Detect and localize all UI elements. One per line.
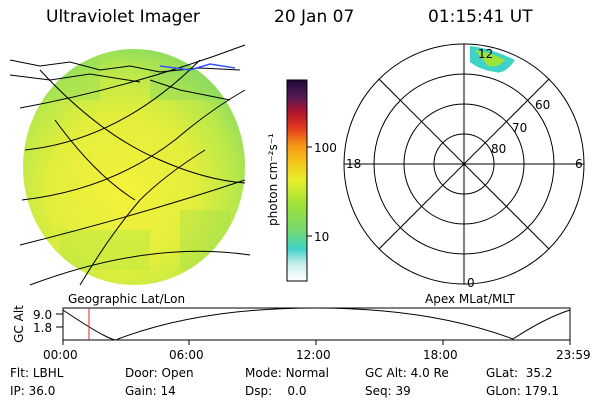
- date-readout: 20 Jan 07: [274, 7, 355, 27]
- left-panel-caption: Geographic Lat/Lon: [68, 292, 186, 306]
- info-ip: IP: 36.0: [10, 384, 56, 398]
- info-flt: Flt: LBHL: [10, 366, 64, 380]
- colorbar: [286, 79, 312, 282]
- altitude-xtick-1: 06:00: [169, 348, 204, 362]
- altitude-plot: [56, 307, 571, 345]
- info-door: Door: Open: [125, 366, 194, 380]
- colorbar-tick-100: 100: [314, 141, 337, 155]
- info-dsp: Dsp: 0.0: [245, 384, 307, 398]
- info-glat: GLat: 35.2: [486, 366, 553, 380]
- colorbar-tick-10: 10: [314, 230, 330, 244]
- info-gc-alt: GC Alt: 4.0 Re: [365, 366, 449, 380]
- mlt-label-0: 0: [467, 276, 475, 290]
- altitude-xtick-4: 23:59: [556, 348, 591, 362]
- geographic-image: [9, 44, 251, 286]
- info-gain: Gain: 14: [125, 384, 176, 398]
- lat-label-60: 60: [535, 98, 551, 112]
- altitude-ylabel: GC Alt: [12, 305, 26, 343]
- coastline: [159, 63, 236, 71]
- altitude-ytick-9: 9.0: [33, 308, 53, 322]
- time-readout: 01:15:41 UT: [428, 7, 533, 27]
- lat-label-80: 80: [491, 142, 507, 156]
- lat-lon-grid: [9, 44, 251, 286]
- polar-plot: [343, 43, 585, 285]
- info-seq: Seq: 39: [365, 384, 411, 398]
- app-title: Ultraviolet Imager: [46, 7, 200, 27]
- mlt-label-6: 6: [575, 157, 583, 171]
- lat-label-70: 70: [512, 121, 528, 135]
- info-mode: Mode: Normal: [245, 366, 329, 380]
- polar-caption: Apex MLat/MLT: [425, 292, 515, 306]
- info-glon: GLon: 179.1: [486, 384, 559, 398]
- mlt-label-12: 12: [478, 47, 494, 61]
- colorbar-label: photon cm⁻²s⁻¹: [266, 133, 280, 226]
- mlt-label-18: 18: [346, 157, 362, 171]
- altitude-ytick-1: 1.8: [33, 321, 53, 335]
- altitude-xtick-2: 12:00: [296, 348, 331, 362]
- altitude-xtick-3: 18:00: [423, 348, 458, 362]
- altitude-xtick-0: 00:00: [43, 348, 78, 362]
- altitude-curve: [62, 307, 571, 341]
